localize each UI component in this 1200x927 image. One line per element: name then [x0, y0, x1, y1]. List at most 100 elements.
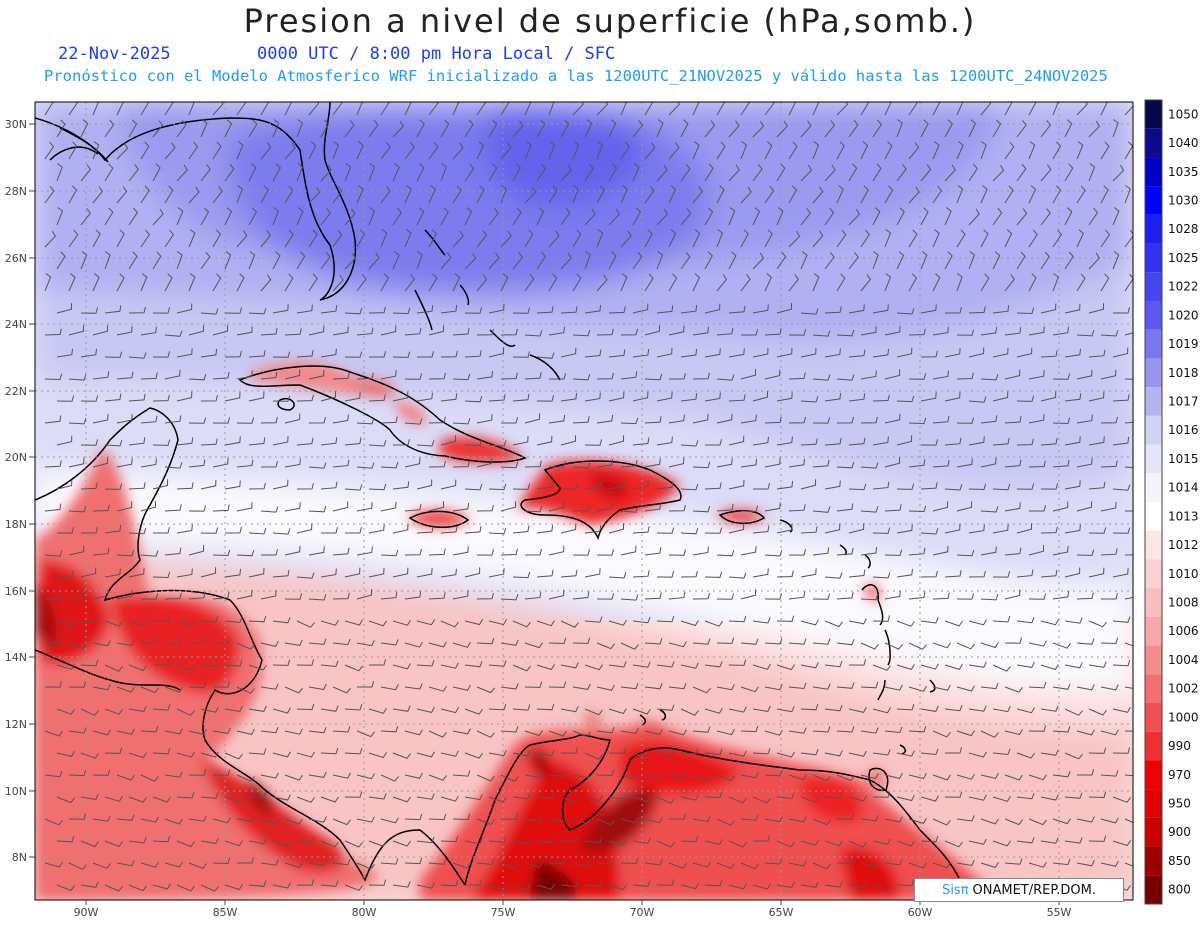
wind-barb [536, 703, 555, 711]
wind-barb [788, 416, 806, 424]
wind-barb [584, 880, 603, 887]
colorbar-swatch [1145, 530, 1162, 560]
wind-barb [392, 523, 409, 534]
wind-barb [1112, 616, 1131, 623]
wind-barb [44, 415, 62, 424]
wind-barb [945, 747, 963, 754]
wind-barb [296, 163, 304, 182]
wind-barb [260, 727, 279, 734]
wind-barb [356, 546, 373, 556]
wind-barb [272, 617, 291, 624]
colorbar-label: 1002 [1168, 682, 1199, 696]
wind-barb [764, 858, 783, 865]
wind-barb [68, 769, 87, 777]
wind-barb [1124, 105, 1133, 116]
wind-barb [896, 568, 913, 578]
wind-barb [536, 163, 546, 182]
wind-barb [128, 437, 146, 446]
wind-barb [1076, 414, 1093, 424]
wind-barb [260, 683, 279, 690]
wind-barb [1040, 837, 1059, 844]
wind-barb [1004, 229, 1013, 248]
wind-barb [512, 838, 531, 845]
wind-barb [116, 549, 135, 557]
wind-barb [656, 750, 675, 758]
wind-barb [908, 273, 918, 292]
wind-barb [524, 273, 535, 292]
wind-barb [1064, 662, 1083, 669]
wind-barb [1040, 251, 1050, 270]
wind-barb [260, 142, 272, 160]
wind-barb [800, 347, 817, 358]
wind-barb [272, 794, 291, 801]
wind-barb [620, 594, 639, 601]
wind-barb [416, 619, 435, 626]
wind-barb [836, 416, 854, 424]
wind-barb [524, 505, 543, 513]
wind-barb [104, 119, 115, 138]
wind-barb [524, 229, 534, 248]
wind-barb [344, 840, 363, 848]
wind-barb [44, 273, 52, 292]
wind-barb [308, 505, 327, 513]
lon-label: 75W [491, 906, 516, 919]
wind-barb [68, 862, 87, 870]
wind-barb [1052, 683, 1071, 690]
wind-barb [788, 682, 807, 690]
wind-barb [1016, 163, 1027, 182]
wind-barb [1101, 593, 1118, 600]
wind-barb [596, 502, 613, 512]
wind-barb [848, 437, 866, 446]
wind-barb [224, 163, 235, 182]
wind-barb [860, 593, 879, 601]
wind-barb [80, 348, 97, 358]
wind-barb [260, 640, 279, 647]
wind-barb [452, 328, 470, 336]
wind-barb [764, 638, 783, 645]
wind-barb [692, 726, 711, 733]
wind-barb [992, 616, 1011, 623]
wind-barb [224, 119, 233, 138]
wind-barb [152, 439, 171, 446]
wind-barb [1004, 416, 1022, 424]
wind-barb [512, 664, 531, 672]
wind-barb [680, 251, 691, 270]
wind-barb [944, 484, 963, 491]
wind-barb [344, 884, 363, 891]
wind-barb [92, 102, 100, 116]
wind-barb [560, 252, 572, 270]
wind-barb [1016, 395, 1035, 402]
wind-barb [488, 836, 507, 843]
wind-barb [248, 119, 258, 138]
wind-barb [1088, 567, 1105, 578]
wind-barb [308, 141, 317, 160]
wind-barb [1064, 163, 1074, 182]
wind-barb [1052, 185, 1062, 204]
colorbar-label: 1040 [1168, 136, 1199, 150]
wind-barb [152, 571, 171, 579]
colorbar-swatch [1145, 415, 1162, 445]
wind-barb [788, 860, 807, 867]
wind-barb [1088, 835, 1107, 842]
colorbar-label: 1025 [1168, 251, 1199, 265]
wind-barb [92, 547, 110, 556]
wind-barb [632, 752, 651, 759]
wind-barb [512, 525, 530, 534]
colorbar-label: 1006 [1168, 624, 1199, 638]
wind-barb [416, 440, 435, 447]
wind-barb [992, 305, 1010, 314]
wind-barb [1052, 326, 1069, 336]
wind-barb [740, 686, 759, 693]
wind-barb [824, 164, 836, 182]
wind-barb [549, 373, 567, 380]
wind-barb [836, 774, 855, 782]
wind-barb [272, 351, 291, 358]
wind-barb [548, 681, 567, 688]
wind-barb [1040, 437, 1058, 446]
wind-barb [980, 229, 989, 248]
wind-barb [452, 102, 460, 116]
colorbar-label: 1022 [1168, 280, 1199, 294]
wind-barb [560, 620, 579, 628]
wind-barb [524, 141, 532, 160]
wind-barb [584, 664, 603, 671]
